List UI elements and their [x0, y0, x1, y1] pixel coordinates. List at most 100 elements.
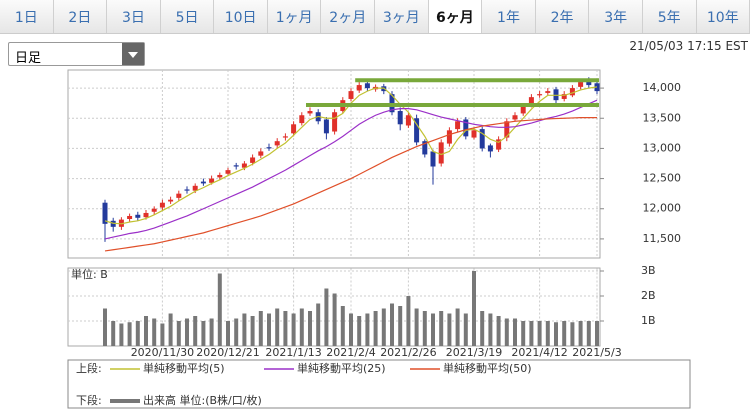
volume-bar	[357, 316, 362, 346]
candle-body	[110, 220, 116, 227]
volume-bar	[340, 306, 345, 346]
y-tick-label: 11,500	[643, 232, 682, 245]
volume-bar	[447, 313, 452, 346]
volume-bar	[283, 311, 288, 346]
volume-bar	[275, 308, 280, 346]
volume-bar	[185, 318, 189, 346]
candle-body	[528, 97, 534, 105]
y-tick-label: 2B	[641, 289, 656, 302]
candle-body	[405, 115, 411, 126]
volume-bar	[586, 321, 591, 346]
candle-body	[512, 115, 518, 120]
volume-bar	[595, 321, 599, 346]
volume-bar	[267, 313, 271, 346]
candle-body	[356, 85, 362, 91]
interval-dropdown[interactable]: 日足	[8, 42, 145, 66]
x-tick-label: 2021/1/13	[265, 346, 321, 359]
volume-bar	[545, 321, 550, 346]
y-tick-label: 12,000	[643, 202, 682, 215]
legend-label: 出来高 単位:(B株/口/枚)	[143, 393, 262, 407]
dropdown-label: 日足	[15, 51, 42, 66]
range-tab[interactable]: 1ヶ月	[267, 0, 322, 33]
candle-body	[258, 151, 264, 156]
volume-bar	[226, 321, 230, 346]
volume-bar	[119, 323, 124, 346]
range-tab[interactable]: 6ヶ月	[428, 0, 483, 33]
x-tick-label: 2021/2/4	[326, 346, 375, 359]
volume-bar	[373, 311, 378, 346]
volume-bar	[488, 313, 493, 346]
candle-body	[496, 139, 502, 150]
candle-body	[127, 215, 133, 219]
volume-bar	[455, 308, 460, 346]
candle-body	[266, 147, 272, 149]
legend-label: 単純移動平均(5)	[143, 361, 225, 375]
volume-bar	[308, 311, 312, 346]
volume-bar	[242, 313, 247, 346]
candle-body	[569, 88, 575, 96]
volume-bar	[480, 311, 485, 346]
candle-body	[176, 193, 182, 198]
candle-body	[430, 151, 436, 167]
candle-body	[102, 202, 108, 224]
volume-bar	[299, 308, 304, 346]
candle-body	[143, 212, 149, 218]
candle-body	[307, 111, 313, 114]
candle-body	[553, 89, 559, 101]
candle-body	[151, 208, 157, 212]
volume-bar	[414, 308, 419, 346]
range-tab[interactable]: 5日	[160, 0, 215, 33]
range-tab[interactable]: 1日	[0, 0, 54, 33]
range-tab[interactable]: 2ヶ月	[321, 0, 376, 33]
candle-body	[537, 94, 543, 96]
x-tick-label: 2021/5/3	[572, 346, 621, 359]
candle-body	[414, 118, 420, 143]
volume-bar	[398, 306, 403, 346]
volume-bar	[193, 316, 198, 346]
volume-bar	[291, 313, 296, 346]
range-tab[interactable]: 1年	[482, 0, 536, 33]
range-tab[interactable]: 5年	[642, 0, 697, 33]
candle-body	[455, 121, 461, 130]
candle-body	[520, 106, 526, 114]
legend-label: 単純移動平均(50)	[443, 361, 532, 375]
range-tab[interactable]: 3日	[107, 0, 161, 33]
volume-bar	[349, 313, 353, 346]
range-tab[interactable]: 3ヶ月	[375, 0, 429, 33]
volume-bar	[217, 273, 222, 346]
candle-body	[397, 111, 403, 125]
volume-bar	[144, 316, 148, 346]
x-tick-label: 2021/2/26	[380, 346, 436, 359]
range-tab[interactable]: 3年	[589, 0, 643, 33]
candle-body	[479, 129, 485, 149]
range-tab[interactable]: 2日	[53, 0, 108, 33]
volume-bar	[463, 313, 468, 346]
y-tick-label: 13,500	[643, 111, 682, 124]
y-tick-label: 13,000	[643, 141, 682, 154]
volume-bar	[529, 321, 534, 346]
volume-bar	[135, 321, 140, 346]
candle-body	[233, 165, 239, 167]
volume-bar	[562, 321, 567, 346]
candle-body	[323, 119, 329, 134]
range-tab[interactable]: 2年	[535, 0, 590, 33]
volume-bar	[201, 321, 206, 346]
range-tab[interactable]: 10日	[214, 0, 268, 33]
volume-bar	[381, 308, 386, 346]
y-tick-label: 14,000	[643, 81, 682, 94]
range-tab[interactable]: 10年	[696, 0, 750, 33]
candle-body	[135, 214, 141, 218]
volume-bar	[513, 318, 517, 346]
volume-bar	[332, 293, 337, 346]
candle-body	[168, 199, 174, 202]
legend-upper-label: 上段:	[76, 361, 102, 375]
moving-average-line	[104, 99, 598, 240]
legend-label: 単純移動平均(25)	[297, 361, 386, 375]
candle-body	[578, 82, 584, 87]
candle-body	[250, 157, 256, 163]
candle-body	[463, 119, 469, 137]
volume-unit-label: 単位: B	[71, 267, 108, 281]
volume-bar	[250, 316, 255, 346]
candle-body	[225, 170, 231, 174]
